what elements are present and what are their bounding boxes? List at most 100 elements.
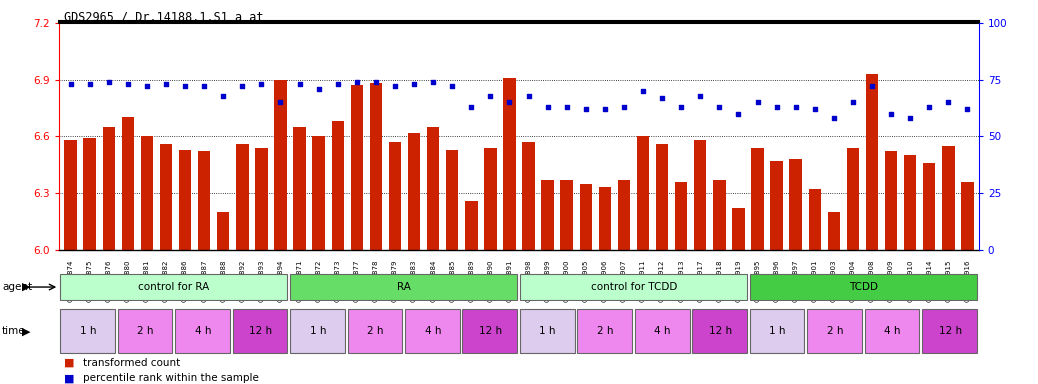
- Point: [730, 111, 746, 117]
- Bar: [790, 159, 802, 250]
- Bar: [637, 136, 649, 250]
- Text: 1 h: 1 h: [540, 326, 556, 336]
- Point: [81, 81, 98, 87]
- Point: [959, 106, 976, 112]
- Bar: [961, 182, 974, 250]
- Bar: [446, 149, 459, 250]
- FancyBboxPatch shape: [865, 309, 920, 353]
- Bar: [675, 182, 687, 250]
- Point: [692, 93, 709, 99]
- Text: TCDD: TCDD: [849, 282, 878, 292]
- Point: [329, 81, 346, 87]
- Point: [367, 79, 384, 85]
- FancyBboxPatch shape: [520, 274, 747, 300]
- Bar: [255, 148, 268, 250]
- Point: [520, 93, 537, 99]
- Bar: [752, 148, 764, 250]
- Text: transformed count: transformed count: [83, 358, 181, 368]
- Point: [444, 83, 461, 89]
- Point: [139, 83, 156, 89]
- FancyBboxPatch shape: [60, 309, 115, 353]
- Point: [501, 99, 518, 106]
- FancyBboxPatch shape: [749, 274, 977, 300]
- Bar: [522, 142, 535, 250]
- Bar: [198, 151, 211, 250]
- FancyBboxPatch shape: [233, 309, 288, 353]
- Text: ▶: ▶: [22, 326, 30, 336]
- FancyBboxPatch shape: [923, 309, 977, 353]
- Point: [349, 79, 365, 85]
- FancyBboxPatch shape: [463, 309, 517, 353]
- Bar: [83, 138, 95, 250]
- Text: control for TCDD: control for TCDD: [591, 282, 677, 292]
- Point: [825, 115, 842, 121]
- Bar: [389, 142, 401, 250]
- FancyBboxPatch shape: [692, 309, 747, 353]
- Bar: [64, 140, 77, 250]
- Bar: [465, 200, 477, 250]
- Point: [62, 81, 79, 87]
- Text: 1 h: 1 h: [80, 326, 97, 336]
- Bar: [331, 121, 344, 250]
- FancyBboxPatch shape: [405, 309, 460, 353]
- FancyBboxPatch shape: [60, 274, 288, 300]
- Text: 4 h: 4 h: [884, 326, 901, 336]
- Bar: [713, 180, 726, 250]
- Text: percentile rank within the sample: percentile rank within the sample: [83, 373, 258, 383]
- Bar: [503, 78, 516, 250]
- FancyBboxPatch shape: [808, 309, 862, 353]
- Text: 12 h: 12 h: [249, 326, 272, 336]
- Point: [119, 81, 136, 87]
- Bar: [274, 79, 286, 250]
- Bar: [542, 180, 554, 250]
- Point: [463, 104, 480, 110]
- Bar: [579, 184, 592, 250]
- Text: 12 h: 12 h: [709, 326, 732, 336]
- Point: [882, 111, 899, 117]
- Bar: [809, 189, 821, 250]
- Point: [310, 86, 327, 92]
- Point: [387, 83, 404, 89]
- Point: [616, 104, 632, 110]
- Bar: [141, 136, 154, 250]
- Bar: [160, 144, 172, 250]
- Bar: [484, 148, 496, 250]
- Point: [234, 83, 250, 89]
- Bar: [827, 212, 840, 250]
- Bar: [618, 180, 630, 250]
- Bar: [847, 148, 859, 250]
- Point: [176, 83, 193, 89]
- Point: [654, 95, 671, 101]
- Point: [101, 79, 117, 85]
- Text: control for RA: control for RA: [138, 282, 210, 292]
- Text: time: time: [2, 326, 26, 336]
- Text: agent: agent: [2, 282, 32, 292]
- FancyBboxPatch shape: [577, 309, 632, 353]
- Point: [940, 99, 957, 106]
- FancyBboxPatch shape: [290, 309, 345, 353]
- Text: RA: RA: [398, 282, 411, 292]
- Bar: [427, 127, 439, 250]
- Point: [253, 81, 270, 87]
- Point: [196, 83, 213, 89]
- Bar: [770, 161, 783, 250]
- Point: [768, 104, 785, 110]
- Bar: [312, 136, 325, 250]
- Bar: [884, 151, 897, 250]
- FancyBboxPatch shape: [635, 309, 689, 353]
- Bar: [599, 187, 611, 250]
- Bar: [732, 208, 744, 250]
- Point: [864, 83, 880, 89]
- Point: [215, 93, 231, 99]
- FancyBboxPatch shape: [175, 309, 229, 353]
- Bar: [217, 212, 229, 250]
- Text: 2 h: 2 h: [827, 326, 844, 336]
- Bar: [179, 149, 191, 250]
- Text: 2 h: 2 h: [367, 326, 384, 336]
- Point: [577, 106, 594, 112]
- Point: [845, 99, 862, 106]
- Bar: [923, 163, 935, 250]
- Text: ▶: ▶: [22, 282, 30, 292]
- Bar: [294, 127, 306, 250]
- Bar: [904, 155, 917, 250]
